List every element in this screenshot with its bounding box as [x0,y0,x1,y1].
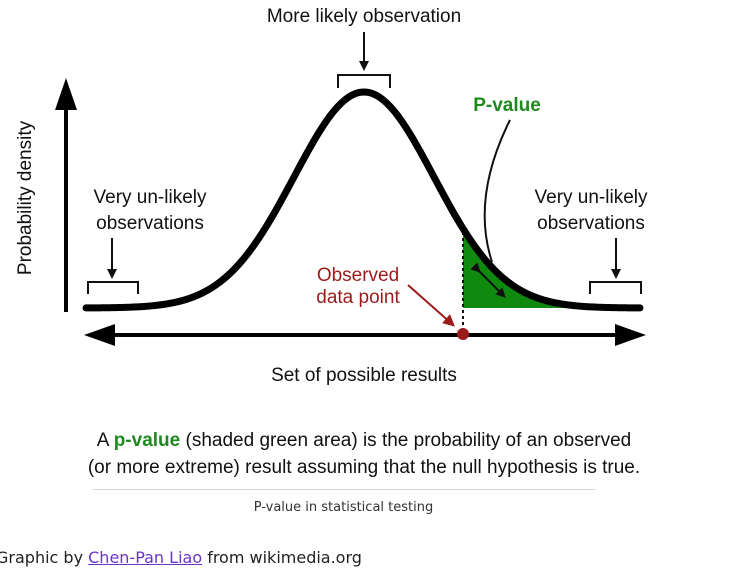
x-axis-right-arrowhead [615,324,646,346]
observed-data-point [457,328,469,340]
explanation-line1: A p-value (shaded green area) is the pro… [97,430,631,451]
explanation-prefix: A [97,430,114,451]
caption-divider [92,489,596,490]
top-bracket [337,74,391,88]
observed-label-line1: Observed [317,265,399,286]
explanation-term: p-value [114,430,181,451]
bell-curve [82,88,644,312]
image-credit: Graphic by Chen-Pan Liao from wikimedia.… [0,548,362,567]
left-label-line2: observations [96,213,204,234]
top-label: More likely observation [267,6,461,27]
observed-pointer-arrow [407,284,455,327]
right-label-line2: observations [537,213,645,234]
credit-suffix: from wikimedia.org [202,548,362,567]
x-axis-left-arrowhead [84,324,115,346]
p-value-double-arrow [470,262,506,298]
right-bracket [589,281,642,294]
x-axis-label: Set of possible results [271,365,457,386]
y-axis-arrowhead [55,78,77,110]
figure-caption: P-value in statistical testing [253,500,434,515]
credit-prefix: Graphic by [0,548,89,567]
p-value-label: P-value [473,95,541,116]
explanation-rest: (shaded green area) is the probability o… [180,430,631,451]
p-value-diagram: More likely observation P-value Very un-… [15,6,648,478]
observed-label-line2: data point [316,287,400,308]
left-bracket [87,281,139,294]
y-axis-label: Probability density [15,120,36,275]
left-label-line1: Very un-likely [94,187,207,208]
p-value-pointer-curve [483,119,511,263]
explanation-line2: (or more extreme) result assuming that t… [88,457,640,478]
credit-author-link[interactable]: Chen-Pan Liao [88,548,203,567]
p-value-shaded-area [463,228,641,308]
right-label-line1: Very un-likely [535,187,648,208]
